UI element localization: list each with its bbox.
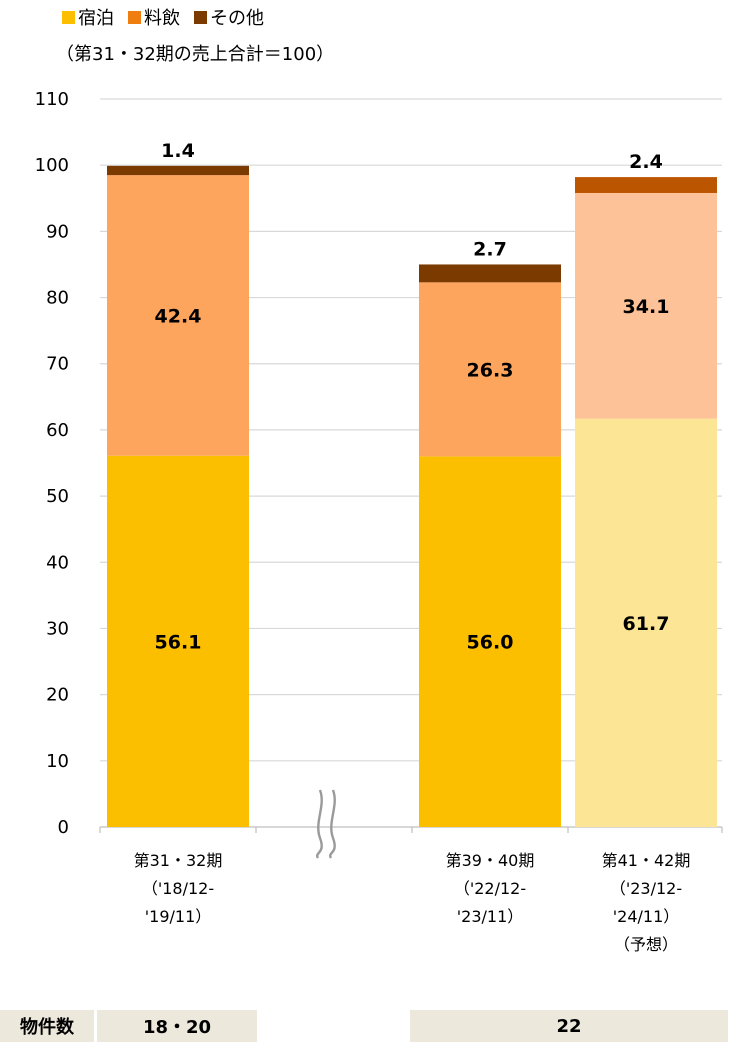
bar-other-2 — [419, 264, 561, 283]
x-category-label-1-line-1: 第31・32期 — [134, 851, 223, 870]
property-count-value-1: 18・20 — [97, 1010, 257, 1042]
y-tick-label-90: 90 — [46, 221, 69, 242]
bar-lodging-1 — [107, 455, 249, 827]
data-label-other-1: 1.4 — [161, 140, 195, 162]
legend-swatch-food-beverage — [128, 10, 141, 24]
y-tick-label-80: 80 — [46, 288, 69, 309]
legend: 宿泊 料飲 その他 — [62, 4, 278, 30]
legend-label-other: その他 — [210, 8, 264, 29]
legend-item-lodging: 宿泊 — [62, 4, 114, 30]
data-label-food-beverage-2: 26.3 — [467, 359, 514, 381]
bar-other-3 — [575, 177, 717, 193]
x-category-label-2-line-2: （'22/12- — [454, 879, 526, 898]
x-category-label-3-line-3: '24/11） — [613, 907, 680, 926]
y-tick-label-40: 40 — [46, 552, 69, 573]
y-tick-label-30: 30 — [46, 618, 69, 639]
y-tick-label-50: 50 — [46, 486, 69, 507]
legend-label-food-beverage: 料飲 — [144, 8, 180, 29]
data-label-lodging-1: 56.1 — [155, 631, 202, 653]
bar-chart: 0 10 20 30 40 50 60 70 80 90 100 110 56.1 42.4 1.4 第31・… — [35, 89, 723, 954]
axis-break-mark-2 — [329, 789, 336, 859]
bar-food-beverage-3 — [575, 192, 717, 419]
x-category-label-3-line-4: （予想） — [614, 935, 678, 954]
legend-swatch-other — [194, 10, 207, 24]
x-category-label-1-line-2: （'18/12- — [142, 879, 214, 898]
data-label-food-beverage-1: 42.4 — [155, 305, 202, 327]
bar-food-beverage-2 — [419, 282, 561, 457]
bar-lodging-2 — [419, 456, 561, 827]
x-category-label-2-line-1: 第39・40期 — [446, 851, 535, 870]
y-tick-label-10: 10 — [46, 751, 69, 772]
x-category-label-3-line-2: （'23/12- — [610, 879, 682, 898]
y-tick-label-70: 70 — [46, 354, 69, 375]
x-category-label-1-line-3: '19/11） — [145, 907, 212, 926]
y-tick-label-0: 0 — [58, 817, 69, 838]
x-category-label-3-line-1: 第41・42期 — [602, 851, 691, 870]
y-tick-label-110: 110 — [35, 89, 69, 110]
bar-lodging-3 — [575, 418, 717, 827]
data-label-lodging-3: 61.7 — [623, 613, 670, 635]
legend-item-food-beverage: 料飲 — [128, 4, 180, 30]
legend-item-other: その他 — [194, 4, 264, 30]
chart-subtitle: （第31・32期の売上合計＝100） — [56, 44, 335, 65]
y-tick-label-60: 60 — [46, 420, 69, 441]
data-label-lodging-2: 56.0 — [467, 632, 514, 654]
property-count-label: 物件数 — [0, 1010, 94, 1042]
y-tick-label-20: 20 — [46, 685, 69, 706]
legend-label-lodging: 宿泊 — [78, 8, 114, 29]
data-label-food-beverage-3: 34.1 — [623, 296, 670, 318]
y-tick-label-100: 100 — [35, 155, 69, 176]
bar-food-beverage-1 — [107, 175, 249, 456]
legend-swatch-lodging — [62, 10, 75, 24]
axis-break-mark-1 — [316, 789, 323, 859]
bar-other-1 — [107, 165, 249, 176]
property-count-value-2: 22 — [410, 1010, 728, 1042]
data-label-other-3: 2.4 — [629, 151, 663, 173]
x-category-label-2-line-3: '23/11） — [457, 907, 524, 926]
data-label-other-2: 2.7 — [473, 238, 507, 260]
